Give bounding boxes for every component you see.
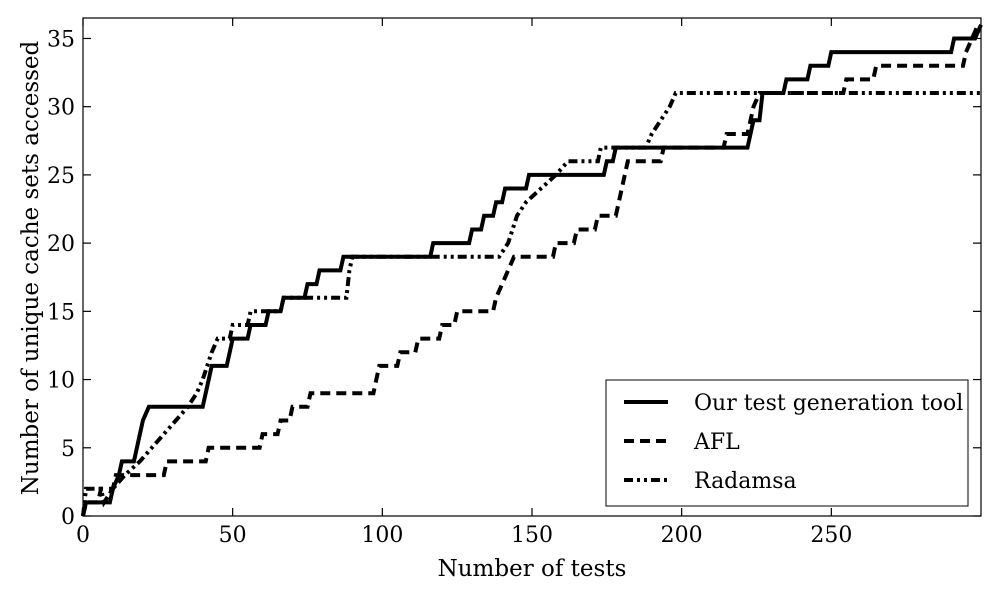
- series-line-2: [81, 23, 980, 517]
- x-tick-label-250: 250: [810, 523, 852, 548]
- x-tick-label-100: 100: [361, 523, 403, 548]
- y-tick-label-5: 5: [61, 437, 75, 462]
- series-layer: [81, 23, 983, 517]
- y-tick-label-15: 15: [47, 300, 75, 325]
- ticks-layer: 0 50 100 150 200 250 0 5 10 15 20 25 30 35: [47, 18, 981, 548]
- x-tick-label-0: 0: [76, 523, 90, 548]
- y-tick-label-20: 20: [47, 232, 75, 257]
- legend-items: Our test generation tool AFL Radamsa: [624, 391, 963, 494]
- legend-label-1: Our test generation tool: [694, 391, 963, 416]
- x-tick-label-150: 150: [511, 523, 553, 548]
- x-tick-label-50: 50: [219, 523, 247, 548]
- y-tick-label-35: 35: [47, 27, 75, 52]
- y-axis-title: Number of unique cache sets accessed: [18, 40, 44, 495]
- legend: Our test generation tool AFL Radamsa: [605, 379, 969, 507]
- y-tick-label-10: 10: [47, 369, 75, 394]
- legend-label-2: AFL: [693, 430, 740, 455]
- y-tick-label-0: 0: [61, 505, 75, 530]
- y-tick-label-25: 25: [47, 164, 75, 189]
- x-tick-label-200: 200: [661, 523, 703, 548]
- x-axis-title: Number of tests: [438, 556, 627, 582]
- y-tick-label-30: 30: [47, 96, 75, 121]
- legend-label-3: Radamsa: [694, 469, 797, 494]
